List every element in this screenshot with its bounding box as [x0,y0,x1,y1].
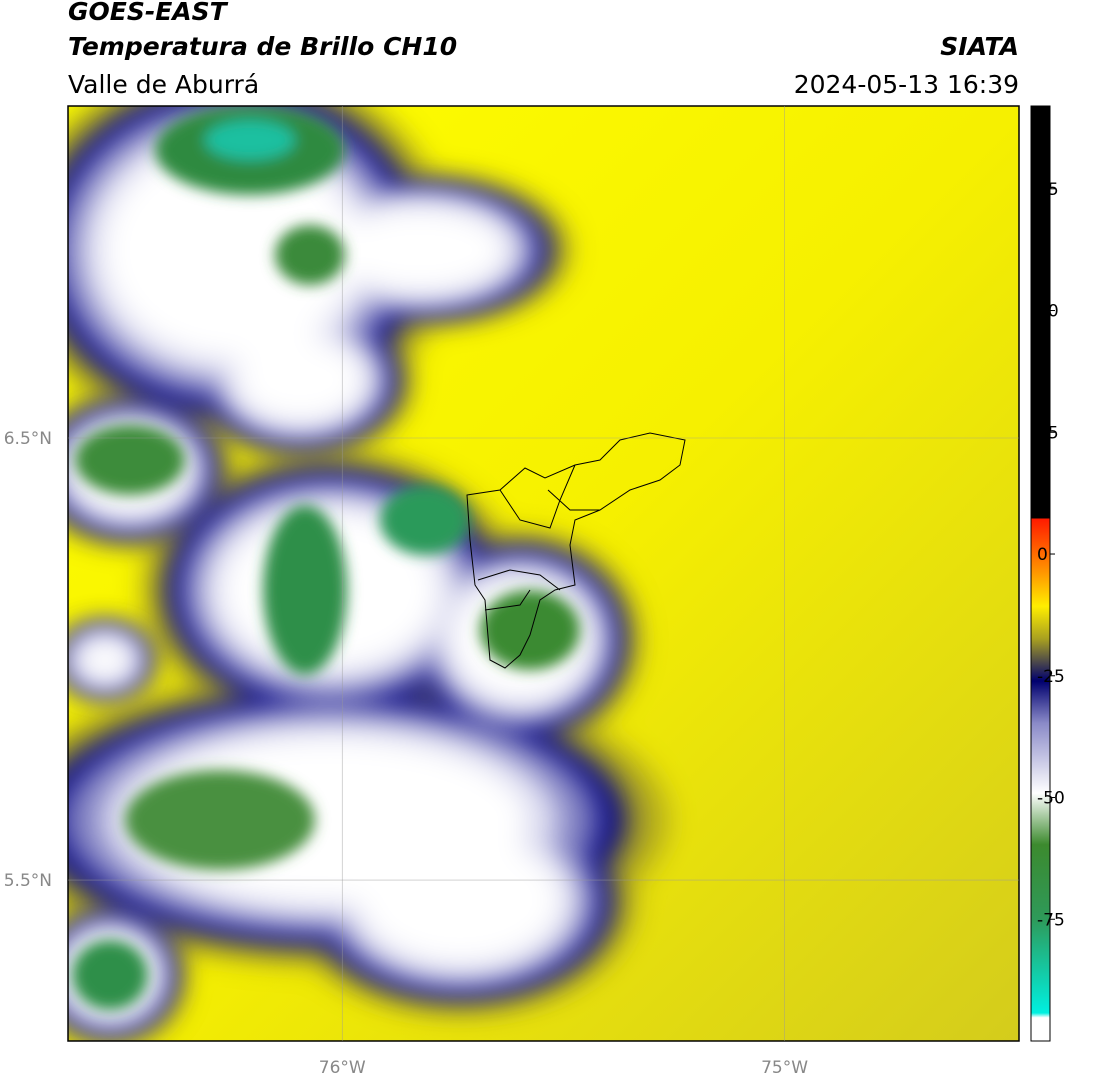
brand: SIATA [940,32,1019,61]
cloud-core [205,120,295,160]
municipal-boundaries [466,432,686,669]
colorbar-tick-label: 75 [1037,180,1059,200]
map-frame [67,105,1020,1042]
cloud [356,833,564,967]
cloud-core [75,425,185,495]
lat-tick-label: 6.5°N [4,429,52,449]
source: GOES-EAST [68,0,229,26]
datetime: 2024-05-13 16:39 [794,70,1019,99]
colorbar-tick-label: -25 [1037,667,1065,687]
cloud-core [480,590,580,670]
cloud [75,637,135,683]
cloud [100,139,360,361]
cloud-core [380,485,470,555]
lon-tick-label: 76°W [319,1058,366,1078]
lon-tick-label: 75°W [761,1058,808,1078]
colorbar-tick-label: -75 [1037,910,1065,930]
cloud [331,205,509,295]
cloud-core [72,940,148,1010]
colorbar [1030,105,1051,1042]
cloud-core [263,505,347,675]
colorbar-tick-label: 0 [1037,545,1048,565]
colorbar-tick-label: 50 [1037,302,1059,322]
lat-tick-label: 5.5°N [4,871,52,891]
colorbar-tick-label: 25 [1037,423,1059,443]
cloud-cores [72,106,580,1010]
cloud [233,335,367,425]
colorbar-tick-label: -50 [1037,789,1065,809]
cloud-core [275,225,345,285]
satellite-image [68,106,1019,1041]
region: Valle de Aburrá [68,70,259,99]
title: Temperatura de Brillo CH10 [68,32,457,61]
cloud-core [125,770,315,870]
